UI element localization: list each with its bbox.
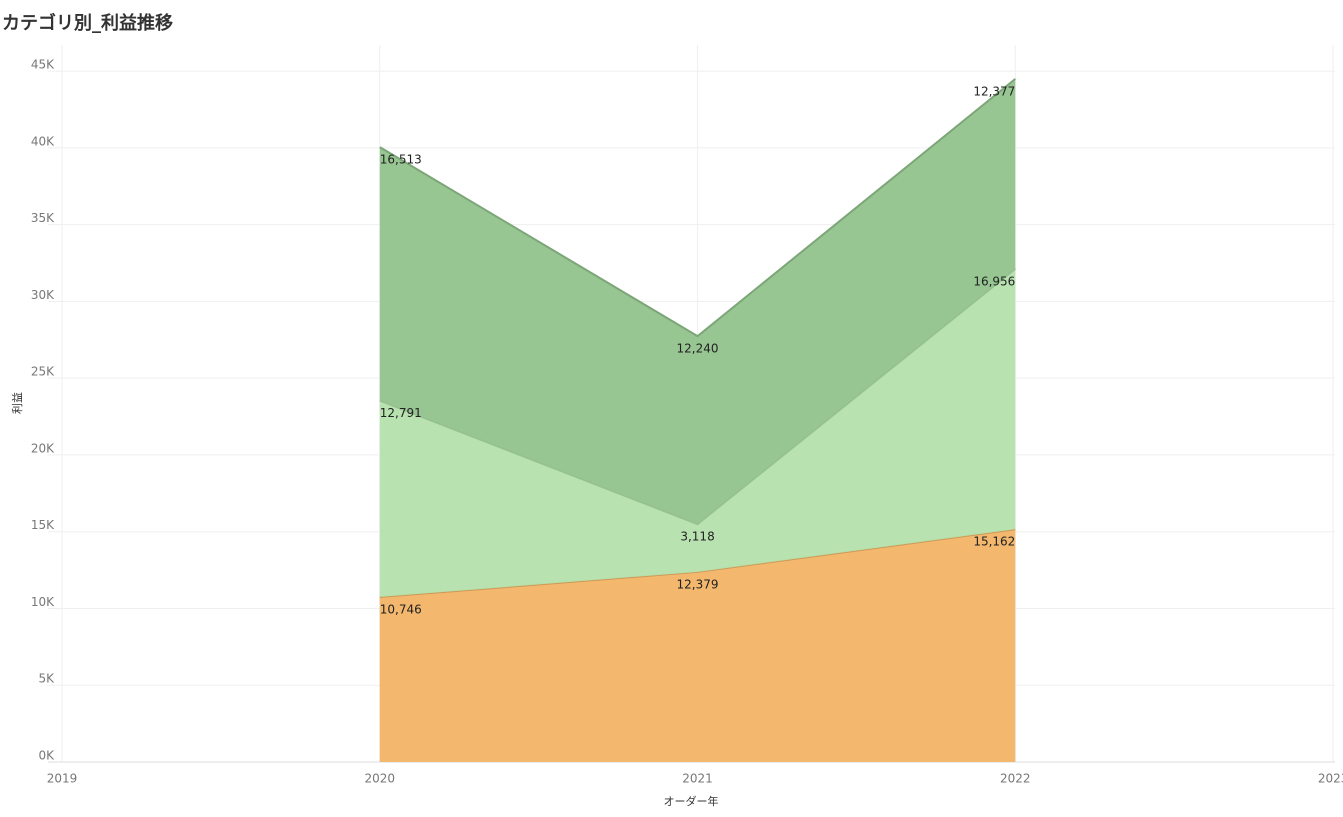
data-label: 10,746 — [380, 603, 422, 617]
area — [379, 529, 1016, 762]
area — [379, 268, 1016, 598]
area-edge — [379, 78, 1016, 338]
x-tick-label: 2021 — [682, 772, 713, 786]
x-tick-label: 2023 — [1318, 772, 1343, 786]
y-tick-label: 35K — [31, 211, 55, 225]
y-tick-label: 0K — [38, 749, 55, 763]
y-tick-label: 45K — [31, 58, 55, 72]
y-tick-label: 30K — [31, 288, 55, 302]
data-label: 16,513 — [380, 153, 422, 167]
y-tick-label: 5K — [38, 672, 55, 686]
data-label: 12,791 — [380, 406, 422, 420]
x-axis-title: オーダー年 — [664, 794, 719, 808]
data-label: 15,162 — [973, 535, 1015, 549]
x-tick-label: 2020 — [364, 772, 395, 786]
y-tick-label: 20K — [31, 441, 55, 455]
y-tick-label: 40K — [31, 134, 55, 148]
y-axis-title: 利益 — [10, 392, 24, 414]
x-tick-label: 2022 — [1000, 772, 1031, 786]
y-tick-label: 25K — [31, 365, 55, 379]
y-tick-label: 10K — [31, 595, 55, 609]
data-label: 16,956 — [973, 274, 1015, 288]
x-tick-label: 2019 — [47, 772, 78, 786]
data-label: 12,377 — [973, 84, 1015, 98]
data-label: 12,240 — [677, 342, 719, 356]
y-tick-label: 15K — [31, 518, 55, 532]
area — [379, 78, 1016, 525]
area-edge — [379, 268, 1016, 526]
data-label: 12,379 — [677, 577, 719, 591]
chart-title: カテゴリ別_利益推移 — [2, 12, 173, 34]
data-label: 3,118 — [680, 530, 714, 544]
